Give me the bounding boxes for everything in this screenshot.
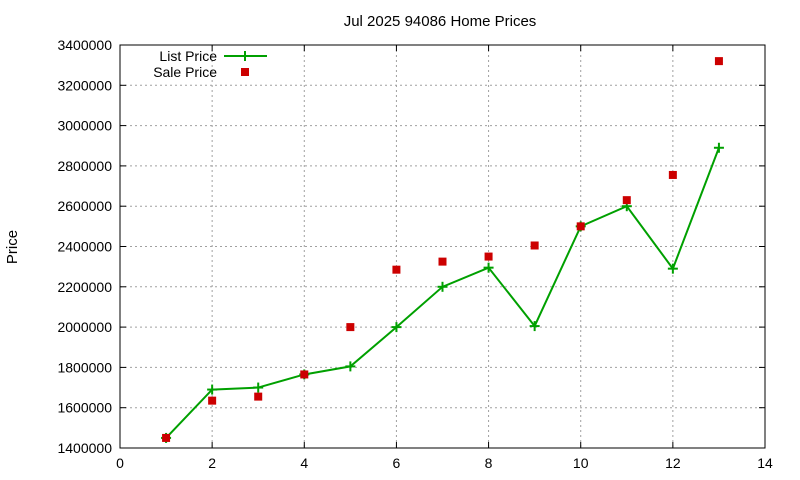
legend-square-swatch <box>241 68 249 76</box>
list-price-point <box>345 361 356 372</box>
sale-price-point <box>208 396 217 405</box>
x-tick-label: 6 <box>393 455 401 471</box>
list-price-point <box>529 321 540 332</box>
sale-price-point <box>438 257 447 266</box>
y-tick-label: 3200000 <box>57 77 112 93</box>
series-sale-price <box>162 57 723 442</box>
sale-price-point <box>254 392 263 401</box>
y-tick-label: 2000000 <box>57 319 112 335</box>
list-price-point <box>437 281 448 292</box>
y-tick-label: 3000000 <box>57 118 112 134</box>
x-tick-label: 2 <box>208 455 216 471</box>
y-tick-label: 1800000 <box>57 359 112 375</box>
x-tick-label: 12 <box>665 455 681 471</box>
y-axis-label: Price <box>4 230 21 264</box>
y-tick-label: 2800000 <box>57 158 112 174</box>
sale-price-point <box>346 323 355 332</box>
sale-price-point <box>668 170 677 179</box>
sale-price-point <box>484 252 493 261</box>
legend-label: Sale Price <box>153 64 217 80</box>
sale-price-point <box>622 196 631 205</box>
x-tick-label: 4 <box>300 455 308 471</box>
sale-price-point <box>530 241 539 250</box>
list-price-line <box>165 147 720 439</box>
list-price-point <box>207 384 218 395</box>
sale-price-point <box>162 433 171 442</box>
x-tick-label: 14 <box>757 455 773 471</box>
y-tick-label: 1400000 <box>57 440 112 456</box>
list-price-point <box>391 322 402 333</box>
sale-price-point <box>714 57 723 66</box>
y-tick-label: 2600000 <box>57 198 112 214</box>
x-axis: 0 2 4 6 8 10 12 14 <box>116 45 773 471</box>
y-tick-label: 2200000 <box>57 279 112 295</box>
chart-title: Jul 2025 94086 Home Prices <box>344 13 537 30</box>
y-tick-label: 1600000 <box>57 400 112 416</box>
sale-price-point <box>392 265 401 274</box>
legend-label: List Price <box>159 48 217 64</box>
list-price-point <box>667 263 678 274</box>
series-list-price <box>161 142 724 443</box>
sale-price-point <box>576 222 585 231</box>
list-price-point <box>713 142 724 153</box>
list-price-point <box>483 262 494 273</box>
list-price-point <box>253 382 264 393</box>
x-tick-label: 10 <box>573 455 589 471</box>
grid-lines <box>120 45 765 448</box>
sale-price-point <box>300 370 309 379</box>
legend-cross-swatch <box>240 51 250 61</box>
x-tick-label: 8 <box>485 455 493 471</box>
series-layer <box>161 57 724 443</box>
y-tick-label: 2400000 <box>57 239 112 255</box>
y-axis: 1400000 1600000 1800000 2000000 2200000 24000… <box>57 37 765 456</box>
y-tick-label: 3400000 <box>57 37 112 53</box>
x-tick-label: 0 <box>116 455 124 471</box>
